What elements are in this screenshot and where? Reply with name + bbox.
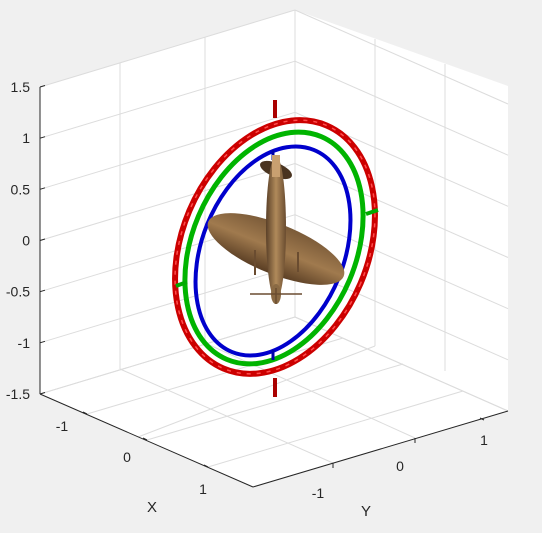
aircraft-fuselage (266, 156, 286, 300)
z-tick-mark (39, 289, 46, 293)
x-tick-label: -1 (56, 418, 69, 434)
z-grid-line (294, 214, 509, 310)
z-grid-line (39, 265, 296, 344)
x-tick-label: 1 (199, 481, 207, 497)
z-tick-label: 1.5 (11, 79, 31, 95)
gimbal-assembly (172, 100, 379, 397)
z-tick-mark (39, 238, 46, 241)
y-tick-label: 0 (396, 458, 404, 474)
z-tick-mark (39, 187, 46, 190)
red-gimbal-ring-highlight (174, 119, 376, 375)
z-axis-ticks: -1.5 -1 -0.5 0 0.5 1 1.5 (6, 79, 46, 402)
z-tick-label: 0 (22, 233, 30, 249)
aircraft-model (207, 155, 345, 304)
y-tick-label: -1 (312, 485, 325, 501)
y-axis-label: Y (361, 503, 371, 520)
z-tick-label: -1.5 (6, 386, 30, 402)
x-tick-label: 0 (123, 449, 131, 465)
z-grid-line (39, 60, 296, 139)
z-tick-mark (39, 85, 46, 88)
x-axis-ticks: -1 0 1 (56, 411, 209, 497)
z-grid-line (39, 9, 296, 88)
green-gimbal-axis (175, 280, 188, 288)
z-tick-mark (39, 392, 46, 395)
z-grid-line (294, 60, 509, 156)
z-grid-line (294, 9, 509, 105)
z-tick-label: -0.5 (6, 284, 30, 300)
z-tick-mark (39, 136, 46, 139)
y-axis-ticks: -1 0 1 (312, 417, 488, 501)
z-grid-line (294, 163, 509, 258)
green-gimbal-ring (182, 129, 366, 367)
z-tick-label: 0.5 (11, 181, 31, 197)
y-tick-label: 1 (480, 432, 488, 448)
aircraft-fin (272, 155, 280, 177)
z-tick-label: -1 (18, 335, 31, 351)
z-tick-label: 1 (22, 130, 30, 146)
z-grid-line (39, 111, 296, 190)
x-axis-label: X (147, 499, 157, 516)
z-grid-line (39, 163, 296, 241)
green-gimbal-axis (365, 208, 379, 216)
z-tick-mark (39, 340, 46, 344)
